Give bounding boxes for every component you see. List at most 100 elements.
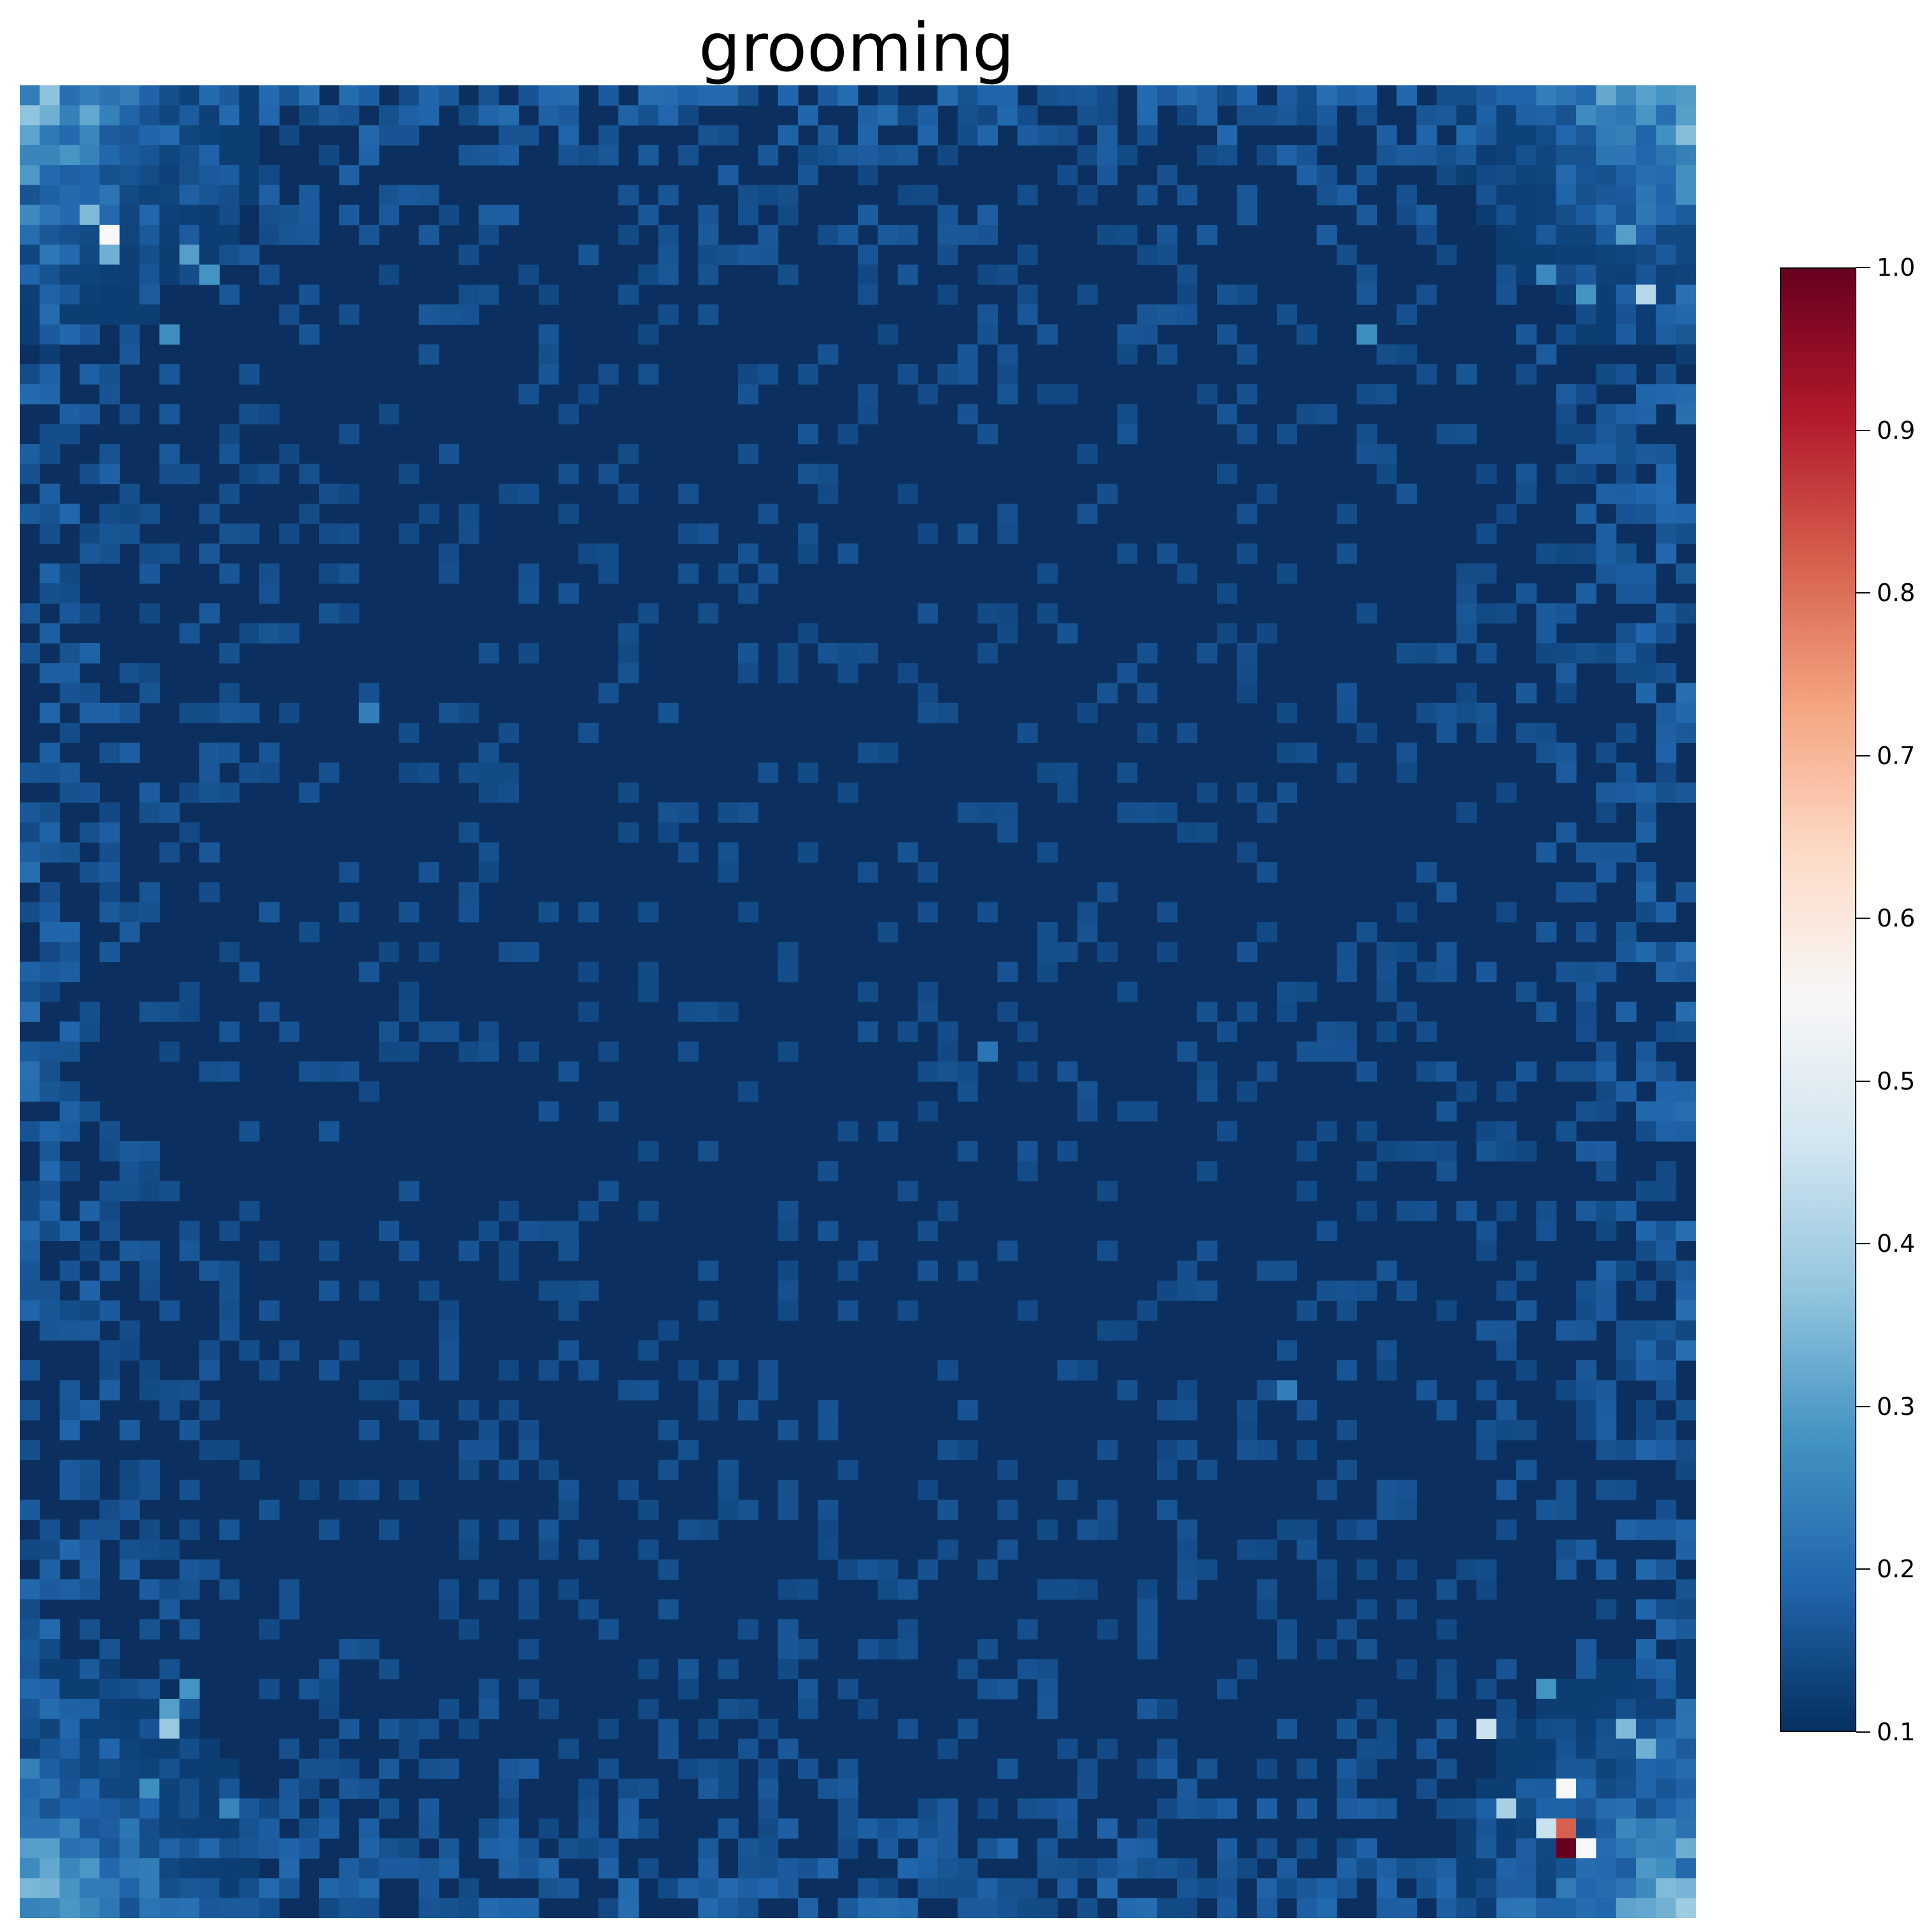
heatmap-cell [778, 1200, 799, 1221]
heatmap-cell [778, 85, 799, 106]
heatmap-cell [139, 185, 160, 206]
heatmap-cell [1536, 245, 1557, 266]
heatmap-cell [39, 1300, 60, 1321]
heatmap-cell [878, 324, 899, 345]
heatmap-cell [219, 1519, 240, 1540]
heatmap-cell [1356, 1559, 1377, 1580]
heatmap-cell [1576, 543, 1596, 564]
heatmap-cell [299, 185, 320, 206]
heatmap-cell [1596, 563, 1617, 584]
heatmap-cell [1636, 503, 1656, 524]
heatmap-cell [59, 1101, 80, 1122]
heatmap-cell [1556, 1698, 1577, 1719]
heatmap-cell [1077, 902, 1098, 923]
heatmap-cell [558, 404, 579, 425]
heatmap-cell [1636, 85, 1656, 106]
heatmap-cell [179, 1738, 200, 1759]
heatmap-cell [1596, 1599, 1617, 1620]
heatmap-cell [1137, 1898, 1158, 1918]
heatmap-cell [119, 1240, 140, 1261]
heatmap-cell [1376, 1858, 1397, 1879]
heatmap-cell [219, 702, 240, 723]
heatmap-cell [1217, 404, 1237, 425]
heatmap-cell [1556, 204, 1577, 225]
heatmap-cell [1256, 1440, 1277, 1461]
heatmap-cell [439, 1320, 459, 1341]
heatmap-cell [499, 723, 519, 743]
heatmap-cell [957, 344, 978, 365]
heatmap-cell [1636, 1061, 1656, 1082]
heatmap-cell [99, 1519, 120, 1540]
heatmap-cell [80, 543, 100, 564]
heatmap-cell [1337, 1838, 1357, 1859]
heatmap-cell [219, 1021, 240, 1042]
heatmap-cell [1556, 224, 1577, 245]
heatmap-cell [478, 204, 499, 225]
heatmap-cell [1496, 1659, 1517, 1680]
heatmap-cell [399, 125, 420, 146]
heatmap-cell [1197, 1878, 1218, 1899]
heatmap-cell [20, 802, 40, 823]
heatmap-cell [1576, 264, 1596, 285]
heatmap-cell [1556, 423, 1577, 444]
heatmap-cell [139, 1858, 160, 1879]
heatmap-cell [239, 464, 260, 485]
heatmap-cell [1596, 324, 1617, 345]
heatmap-cell [499, 204, 519, 225]
heatmap-cell [1675, 1619, 1696, 1640]
heatmap-cell [80, 603, 100, 624]
heatmap-cell [39, 742, 60, 764]
heatmap-cell [858, 862, 878, 883]
chart-title: grooming [699, 9, 1014, 87]
heatmap-cell [179, 1559, 200, 1580]
heatmap-cell [1436, 962, 1457, 983]
heatmap-cell [20, 1221, 40, 1241]
heatmap-cell [978, 1679, 998, 1700]
heatmap-cell [658, 1460, 679, 1481]
heatmap-cell [1675, 1738, 1696, 1759]
heatmap-cell [1616, 1818, 1637, 1839]
heatmap-cell [858, 1818, 878, 1839]
heatmap-cell [199, 1738, 220, 1759]
heatmap-cell [80, 464, 100, 485]
heatmap-cell [59, 563, 80, 584]
heatmap-cell [20, 204, 40, 225]
heatmap-cell [738, 1619, 758, 1640]
heatmap-cell [1596, 543, 1617, 564]
heatmap-cell [1237, 284, 1258, 305]
heatmap-cell [918, 384, 938, 405]
heatmap-cell [818, 1500, 839, 1520]
heatmap-cell [578, 1200, 599, 1221]
heatmap-cell [59, 1659, 80, 1680]
heatmap-cell [1576, 981, 1596, 1002]
heatmap-cell [39, 962, 60, 983]
heatmap-cell [199, 1798, 220, 1819]
heatmap-cell [339, 1061, 360, 1082]
heatmap-cell [957, 1140, 978, 1161]
heatmap-cell [379, 1221, 399, 1241]
heatmap-cell [1556, 1738, 1577, 1759]
heatmap-cell [478, 1021, 499, 1042]
heatmap-cell [279, 1738, 300, 1759]
heatmap-cell [159, 105, 180, 126]
heatmap-cell [1157, 1758, 1177, 1779]
heatmap-cell [1137, 723, 1158, 743]
heatmap-cell [1356, 105, 1377, 126]
colorbar-tick-label: 1.0 [1877, 253, 1916, 281]
heatmap-cell [259, 762, 280, 783]
heatmap-cell [99, 802, 120, 823]
heatmap-cell [80, 1240, 100, 1261]
heatmap-cell [897, 364, 918, 385]
heatmap-cell [379, 1758, 399, 1779]
heatmap-cell [1656, 165, 1677, 186]
heatmap-cell [139, 1360, 160, 1381]
heatmap-cell [119, 742, 140, 764]
heatmap-cell [957, 1440, 978, 1461]
heatmap-cell [1516, 165, 1537, 186]
heatmap-cell [499, 1400, 519, 1421]
heatmap-cell [80, 1619, 100, 1640]
heatmap-cell [1456, 802, 1477, 823]
heatmap-cell [1177, 1559, 1198, 1580]
heatmap-cell [1237, 683, 1258, 704]
heatmap-cell [1496, 1798, 1517, 1819]
